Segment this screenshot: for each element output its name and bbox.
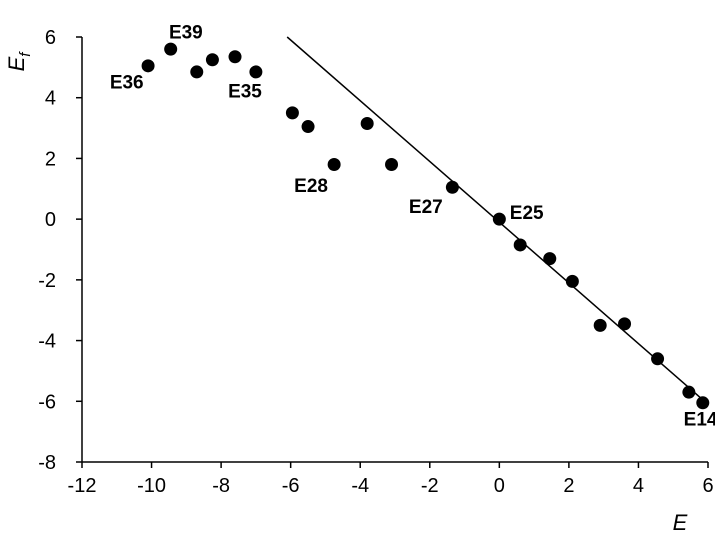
y-tick-label: 2: [45, 148, 56, 170]
data-point: [249, 65, 263, 79]
y-tick-label: 0: [45, 209, 56, 231]
x-tick-label: 4: [633, 475, 644, 497]
data-point: [696, 396, 710, 410]
x-tick-label: 6: [702, 475, 713, 497]
point-label: E35: [228, 82, 262, 103]
data-point: [513, 238, 527, 252]
x-tick-label: -12: [68, 475, 97, 497]
y-tick-label: -4: [38, 331, 56, 353]
point-label: E14: [684, 410, 715, 431]
y-axis-ticks: -8 -6 -4 -2 0 2 4 6: [38, 27, 82, 474]
x-tick-label: -6: [282, 475, 300, 497]
data-point: [327, 158, 341, 171]
data-point: [205, 53, 219, 67]
data-point: [543, 252, 557, 266]
data-point: [492, 212, 506, 226]
x-axis-ticks: -12 -10 -8 -6 -4 -2 0 2 4 6: [68, 462, 714, 497]
x-axis-title: E: [673, 510, 688, 535]
y-axis-title-main: E: [4, 56, 29, 71]
x-tick-label: 0: [494, 475, 505, 497]
y-tick-label: 6: [45, 27, 56, 49]
data-point: [228, 50, 242, 64]
y-axis-title: Ef: [4, 51, 34, 72]
data-point: [141, 59, 155, 73]
point-label: E36: [110, 73, 144, 94]
x-tick-label: -8: [212, 475, 230, 497]
data-point: [301, 120, 315, 134]
data-point: [593, 318, 607, 332]
point-annotations: E39 E36 E35 E28 E27 E25 E14: [110, 23, 715, 431]
y-tick-label: -8: [38, 452, 56, 474]
y-tick-label: -6: [38, 391, 56, 413]
x-tick-label: -4: [351, 475, 369, 497]
data-point: [651, 352, 665, 366]
point-label: E25: [510, 203, 544, 224]
data-point: [618, 317, 632, 331]
point-label: E39: [169, 23, 203, 44]
data-point: [445, 180, 459, 194]
data-point: [385, 158, 399, 171]
y-axis-title-subscript: f: [17, 51, 34, 57]
x-tick-label: -10: [137, 475, 166, 497]
data-point: [164, 42, 178, 56]
data-point: [285, 106, 299, 120]
point-label: E27: [409, 197, 443, 218]
y-tick-label: 4: [45, 88, 56, 110]
x-tick-label: 2: [563, 475, 574, 497]
x-tick-label: -2: [421, 475, 439, 497]
data-point: [682, 385, 696, 399]
data-point: [565, 274, 579, 288]
data-point: [360, 117, 374, 131]
data-points: [141, 42, 710, 410]
point-label: E28: [294, 176, 328, 197]
data-point: [190, 65, 204, 79]
y-tick-label: -2: [38, 270, 56, 292]
